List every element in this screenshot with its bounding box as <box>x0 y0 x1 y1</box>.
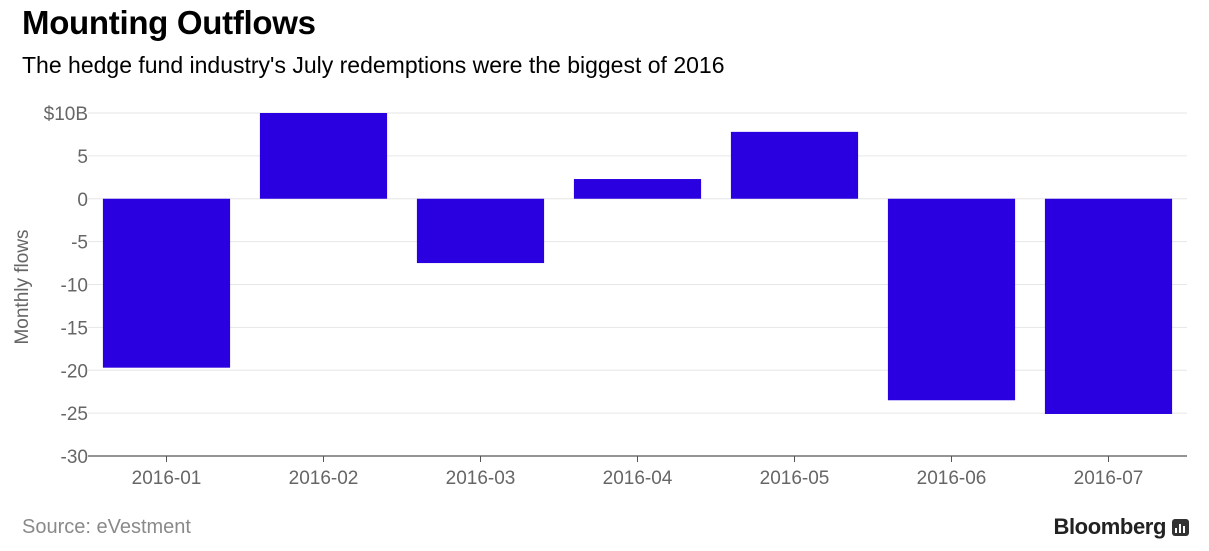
x-tick-label: 2016-03 <box>446 468 516 489</box>
brand-name: Bloomberg <box>1053 514 1166 539</box>
brand-logo: Bloomberg <box>1053 514 1189 540</box>
chart-title: Mounting Outflows <box>22 4 316 41</box>
gridlines <box>88 112 1187 414</box>
bars <box>102 113 1173 414</box>
y-tick-label: 5 <box>77 147 88 168</box>
y-tick-label: -5 <box>71 233 88 254</box>
x-tick-label: 2016-02 <box>289 468 359 489</box>
bar-2016-07 <box>1044 198 1173 414</box>
bar-2016-04 <box>573 179 702 199</box>
y-tick-label: -30 <box>61 447 88 468</box>
x-tick-label: 2016-06 <box>917 468 987 489</box>
x-tick-label: 2016-01 <box>132 468 202 489</box>
x-tick-label: 2016-04 <box>603 468 673 489</box>
bar-chart: $10B 5 0 -5 -10 -15 -20 -25 -30 2016-01 2016-02 201… <box>12 104 1187 489</box>
bar-2016-02 <box>259 113 388 199</box>
bar-2016-06 <box>887 198 1016 401</box>
y-axis-label: Monthly flows <box>12 229 33 344</box>
y-tick-label: -15 <box>61 318 88 339</box>
bar-2016-05 <box>730 131 859 199</box>
x-tick-label: 2016-07 <box>1074 468 1144 489</box>
bar-2016-01 <box>102 198 231 368</box>
x-tick-label: 2016-05 <box>760 468 830 489</box>
bar-2016-03 <box>416 198 545 264</box>
y-tick-label: -25 <box>61 404 88 425</box>
y-tick-label: -20 <box>61 361 88 382</box>
bar-chart-icon <box>1172 518 1189 536</box>
source-note: Source: eVestment <box>22 516 191 538</box>
chart-subtitle: The hedge fund industry's July redemptio… <box>22 52 725 78</box>
y-tick-label: -10 <box>61 276 88 297</box>
y-tick-label: 0 <box>77 190 88 211</box>
axes: $10B 5 0 -5 -10 -15 -20 -25 -30 2016-01 2016-02 201… <box>44 104 1187 489</box>
y-tick-label: $10B <box>44 104 88 125</box>
